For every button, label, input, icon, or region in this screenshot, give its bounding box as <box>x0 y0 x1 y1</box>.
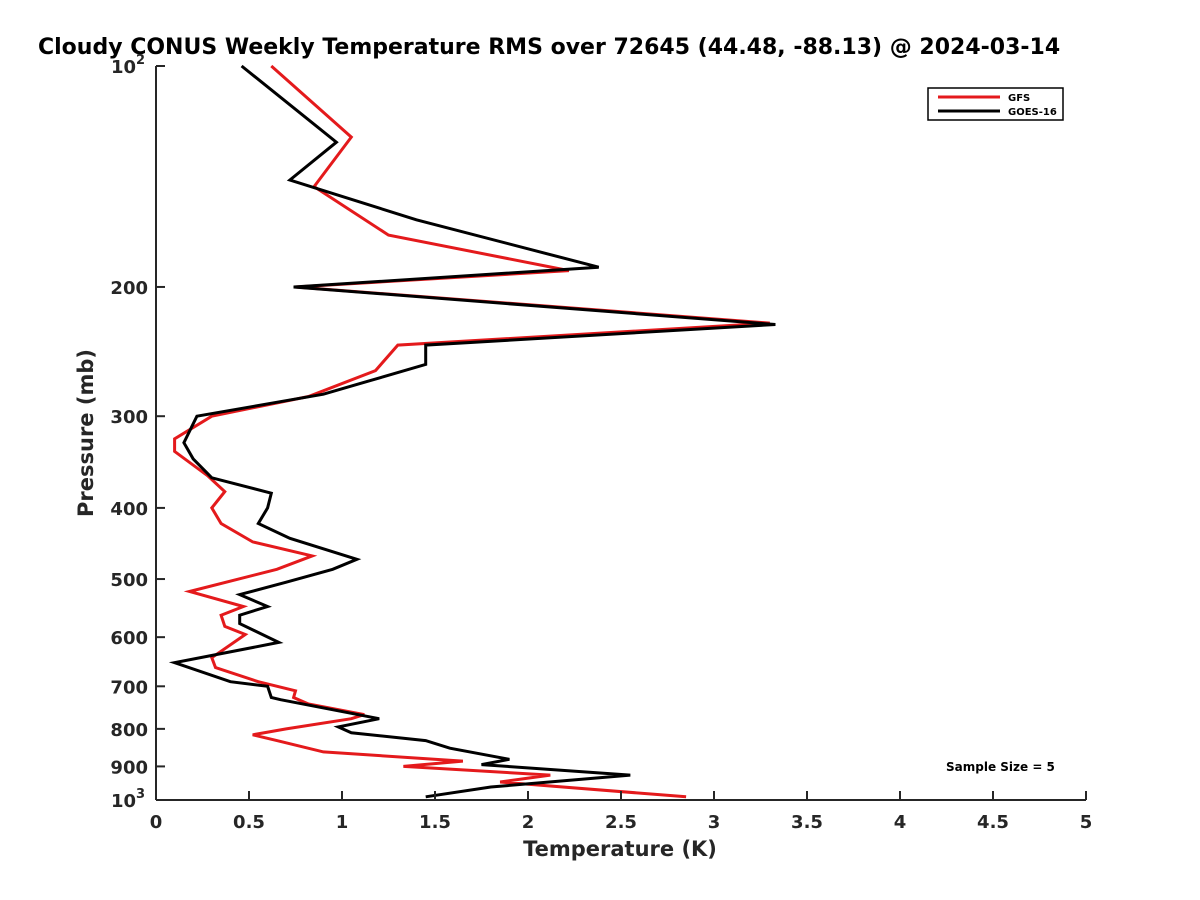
y-tick-label: 10 <box>111 791 136 812</box>
y-tick-label: 500 <box>110 570 148 591</box>
y-tick-label: 700 <box>110 677 148 698</box>
sample-size-annotation: Sample Size = 5 <box>946 760 1055 774</box>
x-tick-label: 2 <box>522 812 535 833</box>
legend-label-goes-16: GOES-16 <box>1008 107 1057 118</box>
chart-title: Cloudy CONUS Weekly Temperature RMS over… <box>38 35 1060 60</box>
y-tick-label: 400 <box>110 499 148 520</box>
x-tick-label: 4.5 <box>977 812 1009 833</box>
legend-label-gfs: GFS <box>1008 93 1030 104</box>
x-tick-label: 2.5 <box>605 812 637 833</box>
x-tick-label: 1 <box>336 812 349 833</box>
axes: 0 0.5 1 1.5 2 2.5 3 3.5 4 4.5 510 22003004005006007… <box>110 53 1092 833</box>
y-tick-exponent: 3 <box>136 787 145 802</box>
x-tick-label: 3 <box>708 812 721 833</box>
x-tick-label: 5 <box>1080 812 1093 833</box>
plot-area <box>168 64 776 799</box>
y-tick-label: 10 <box>111 57 136 78</box>
x-tick-label: 0 <box>150 812 163 833</box>
x-tick-label: 3.5 <box>791 812 823 833</box>
x-axis-label: Temperature (K) <box>523 837 717 861</box>
legend-box <box>927 87 1064 121</box>
y-tick-label: 200 <box>110 278 148 299</box>
series-line-gfs <box>173 64 770 799</box>
x-tick-label: 0.5 <box>233 812 265 833</box>
y-tick-label: 300 <box>110 407 148 428</box>
y-tick-label: 600 <box>110 628 148 649</box>
y-tick-label: 800 <box>110 720 148 741</box>
legend: GFS GOES-16 <box>927 87 1064 121</box>
x-tick-label: 4 <box>894 812 907 833</box>
y-axis-label: Pressure (mb) <box>74 349 98 517</box>
y-tick-label: 900 <box>110 757 148 778</box>
x-tick-label: 1.5 <box>419 812 451 833</box>
series-line-goes-16 <box>168 64 776 799</box>
y-tick-exponent: 2 <box>136 53 145 68</box>
